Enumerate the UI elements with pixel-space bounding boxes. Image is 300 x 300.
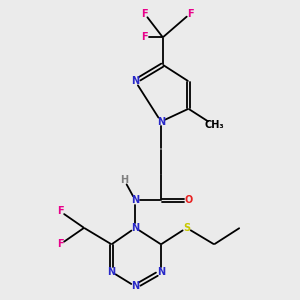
Text: CH₃: CH₃ [204, 120, 224, 130]
Text: N: N [131, 281, 140, 292]
Text: F: F [187, 8, 194, 19]
Text: N: N [157, 117, 165, 127]
Text: N: N [131, 76, 140, 86]
Text: S: S [183, 223, 190, 233]
Text: F: F [141, 8, 148, 19]
Text: F: F [57, 206, 64, 216]
Text: N: N [107, 267, 116, 277]
Text: N: N [131, 195, 140, 206]
Text: F: F [57, 239, 64, 249]
Text: N: N [157, 267, 165, 277]
Text: F: F [141, 32, 148, 42]
Text: N: N [131, 223, 140, 233]
Text: H: H [120, 175, 128, 185]
Text: O: O [184, 195, 193, 206]
